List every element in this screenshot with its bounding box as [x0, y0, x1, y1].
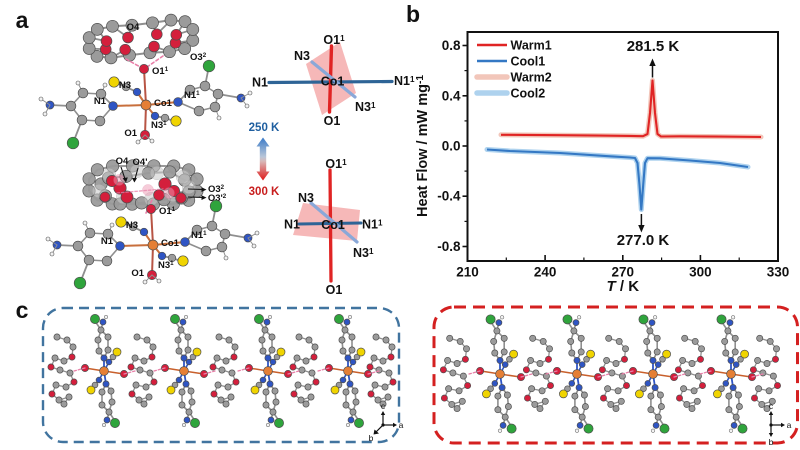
svg-text:N11: N11 [191, 230, 207, 241]
svg-text:N11: N11 [394, 74, 415, 88]
svg-text:281.5 K: 281.5 K [627, 38, 680, 55]
svg-text:0.4: 0.4 [442, 88, 461, 103]
svg-text:N3: N3 [298, 191, 314, 205]
svg-text:Co1: Co1 [154, 98, 173, 109]
svg-text:N3: N3 [294, 49, 310, 63]
svg-text:N31: N31 [355, 100, 376, 114]
svg-text:O3'2: O3'2 [208, 193, 227, 204]
svg-text:Co1: Co1 [321, 218, 345, 232]
svg-text:-0.4: -0.4 [437, 189, 461, 204]
svg-text:250 K: 250 K [249, 122, 280, 134]
svg-text:O11: O11 [325, 157, 347, 171]
svg-text:c: c [381, 401, 386, 411]
svg-text:O11: O11 [159, 206, 176, 217]
svg-text:O1: O1 [324, 114, 341, 128]
svg-text:N11: N11 [184, 90, 200, 101]
svg-text:N1: N1 [252, 76, 268, 90]
svg-text:210: 210 [456, 265, 479, 280]
svg-text:Warm1: Warm1 [511, 39, 552, 53]
svg-text:b: b [769, 437, 774, 447]
svg-text:300: 300 [689, 265, 712, 280]
svg-text:270: 270 [612, 265, 635, 280]
svg-text:Cool2: Cool2 [511, 87, 546, 101]
svg-text:O32: O32 [190, 52, 207, 63]
svg-text:O4': O4' [133, 157, 148, 168]
svg-text:b: b [369, 433, 374, 443]
svg-text:O1: O1 [124, 128, 137, 139]
svg-text:N31: N31 [353, 246, 374, 260]
svg-text:300 K: 300 K [249, 186, 280, 198]
svg-text:-0.8: -0.8 [437, 239, 461, 254]
svg-text:N31: N31 [158, 260, 174, 271]
svg-text:N3: N3 [119, 80, 131, 91]
svg-text:N11: N11 [362, 218, 383, 232]
svg-text:c: c [16, 297, 29, 323]
svg-text:N1: N1 [101, 236, 114, 247]
svg-text:N3: N3 [126, 220, 138, 231]
svg-text:Warm2: Warm2 [511, 71, 552, 85]
svg-text:O11: O11 [323, 33, 345, 47]
svg-text:277.0 K: 277.0 K [617, 232, 670, 249]
svg-text:N1: N1 [284, 218, 300, 232]
svg-text:330: 330 [767, 265, 790, 280]
svg-text:a: a [399, 420, 404, 430]
svg-text:T / K: T / K [607, 278, 640, 295]
svg-text:a: a [16, 7, 29, 33]
svg-text:Heat Flow / mW mg-1: Heat Flow / mW mg-1 [415, 75, 431, 217]
svg-text:O4: O4 [127, 22, 140, 33]
svg-text:b: b [406, 1, 420, 27]
svg-text:0.0: 0.0 [442, 139, 461, 154]
svg-text:Co1: Co1 [321, 75, 345, 89]
svg-text:240: 240 [534, 265, 557, 280]
svg-text:N1: N1 [94, 96, 107, 107]
svg-text:O32: O32 [208, 184, 225, 195]
svg-text:Co1: Co1 [161, 238, 180, 249]
svg-text:O4: O4 [116, 156, 129, 167]
svg-text:Cool1: Cool1 [511, 55, 546, 69]
svg-text:O11: O11 [152, 66, 169, 77]
svg-text:O1: O1 [131, 268, 144, 279]
svg-text:0.8: 0.8 [442, 38, 461, 53]
svg-text:c: c [769, 401, 774, 411]
svg-text:O1: O1 [326, 283, 343, 297]
svg-text:a: a [787, 420, 792, 430]
svg-text:N31: N31 [151, 120, 167, 131]
